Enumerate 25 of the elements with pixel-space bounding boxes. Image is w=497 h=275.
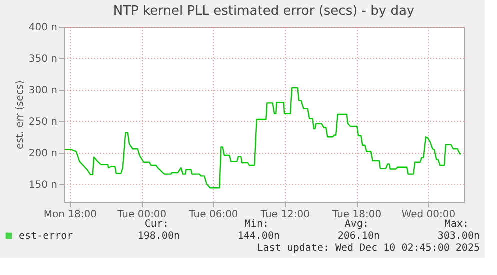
y-axis-title: est. err (secs) [14,80,26,150]
y-tick-label: 350 n [28,54,58,65]
text: Last update: Wed Dec 10 02:45:00 2025 [257,243,480,254]
x-tick-label: Tue 06:00 [188,210,238,220]
text: Avg: [344,219,369,230]
y-tick-label: 400 n [28,22,58,34]
text: 144.00n [238,231,280,242]
text: 198.00n [138,231,180,242]
text: Max: [444,219,469,230]
x-tick-label: Tue 18:00 [332,210,382,220]
y-tick-label: 200 n [28,148,58,160]
chart-title: NTP kernel PLL estimated error (secs) - by day [113,4,415,19]
x-tick-label: Mon 18:00 [44,210,98,220]
text: 206.10n [338,231,380,242]
line-series [64,87,462,189]
x-tick-label: Wed 00:00 [402,210,456,220]
text: Cur: [144,219,169,230]
y-tick-label: 300 n [28,85,58,96]
x-tick-label: Tue 12:00 [260,210,310,220]
y-tick-label: 250 n [28,116,58,128]
text: Min: [244,219,269,230]
text: 303.00n [438,231,480,242]
legend-label: est-error [19,231,74,242]
y-tick-label: 150 n [28,180,58,191]
x-tick-label: Tue 00:00 [116,210,167,220]
